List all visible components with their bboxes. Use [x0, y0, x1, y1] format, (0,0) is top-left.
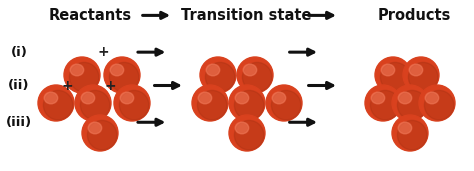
Circle shape — [397, 90, 427, 120]
Ellipse shape — [398, 122, 412, 134]
Circle shape — [365, 85, 401, 121]
Text: Products: Products — [378, 8, 451, 23]
Circle shape — [272, 90, 301, 120]
Circle shape — [44, 90, 73, 120]
Ellipse shape — [70, 64, 84, 76]
Circle shape — [409, 62, 438, 92]
Ellipse shape — [272, 92, 286, 104]
Circle shape — [403, 57, 439, 93]
Ellipse shape — [81, 92, 95, 104]
Ellipse shape — [381, 64, 395, 76]
Circle shape — [235, 120, 264, 150]
Ellipse shape — [110, 64, 124, 76]
Circle shape — [392, 85, 428, 121]
Circle shape — [397, 120, 427, 150]
Text: Transition state: Transition state — [181, 8, 312, 23]
Circle shape — [370, 90, 400, 120]
Text: (iii): (iii) — [6, 116, 32, 129]
Circle shape — [229, 85, 265, 121]
Ellipse shape — [88, 122, 102, 134]
Circle shape — [82, 115, 118, 151]
Circle shape — [237, 57, 273, 93]
Circle shape — [392, 115, 428, 151]
Circle shape — [87, 120, 117, 150]
Ellipse shape — [198, 92, 212, 104]
Text: +: + — [62, 78, 73, 93]
Circle shape — [104, 57, 140, 93]
Ellipse shape — [235, 92, 249, 104]
Circle shape — [119, 90, 149, 120]
Ellipse shape — [371, 92, 385, 104]
Circle shape — [235, 90, 264, 120]
Circle shape — [242, 62, 272, 92]
Circle shape — [75, 85, 111, 121]
Circle shape — [200, 57, 236, 93]
Circle shape — [81, 90, 110, 120]
Ellipse shape — [398, 92, 412, 104]
Text: +: + — [98, 45, 109, 59]
Circle shape — [205, 62, 235, 92]
Circle shape — [375, 57, 411, 93]
Text: (i): (i) — [10, 46, 27, 59]
Circle shape — [266, 85, 302, 121]
Ellipse shape — [243, 64, 257, 76]
Circle shape — [229, 115, 265, 151]
Text: (ii): (ii) — [8, 79, 29, 92]
Ellipse shape — [120, 92, 134, 104]
Ellipse shape — [425, 92, 439, 104]
Ellipse shape — [206, 64, 220, 76]
Circle shape — [109, 62, 139, 92]
Text: +: + — [104, 78, 116, 93]
Text: Reactants: Reactants — [48, 8, 132, 23]
Circle shape — [38, 85, 74, 121]
Ellipse shape — [409, 64, 423, 76]
Circle shape — [192, 85, 228, 121]
Circle shape — [419, 85, 455, 121]
Ellipse shape — [235, 122, 249, 134]
Circle shape — [64, 57, 100, 93]
Circle shape — [69, 62, 99, 92]
Circle shape — [381, 62, 410, 92]
Circle shape — [197, 90, 227, 120]
Circle shape — [424, 90, 454, 120]
Ellipse shape — [44, 92, 58, 104]
Circle shape — [114, 85, 150, 121]
